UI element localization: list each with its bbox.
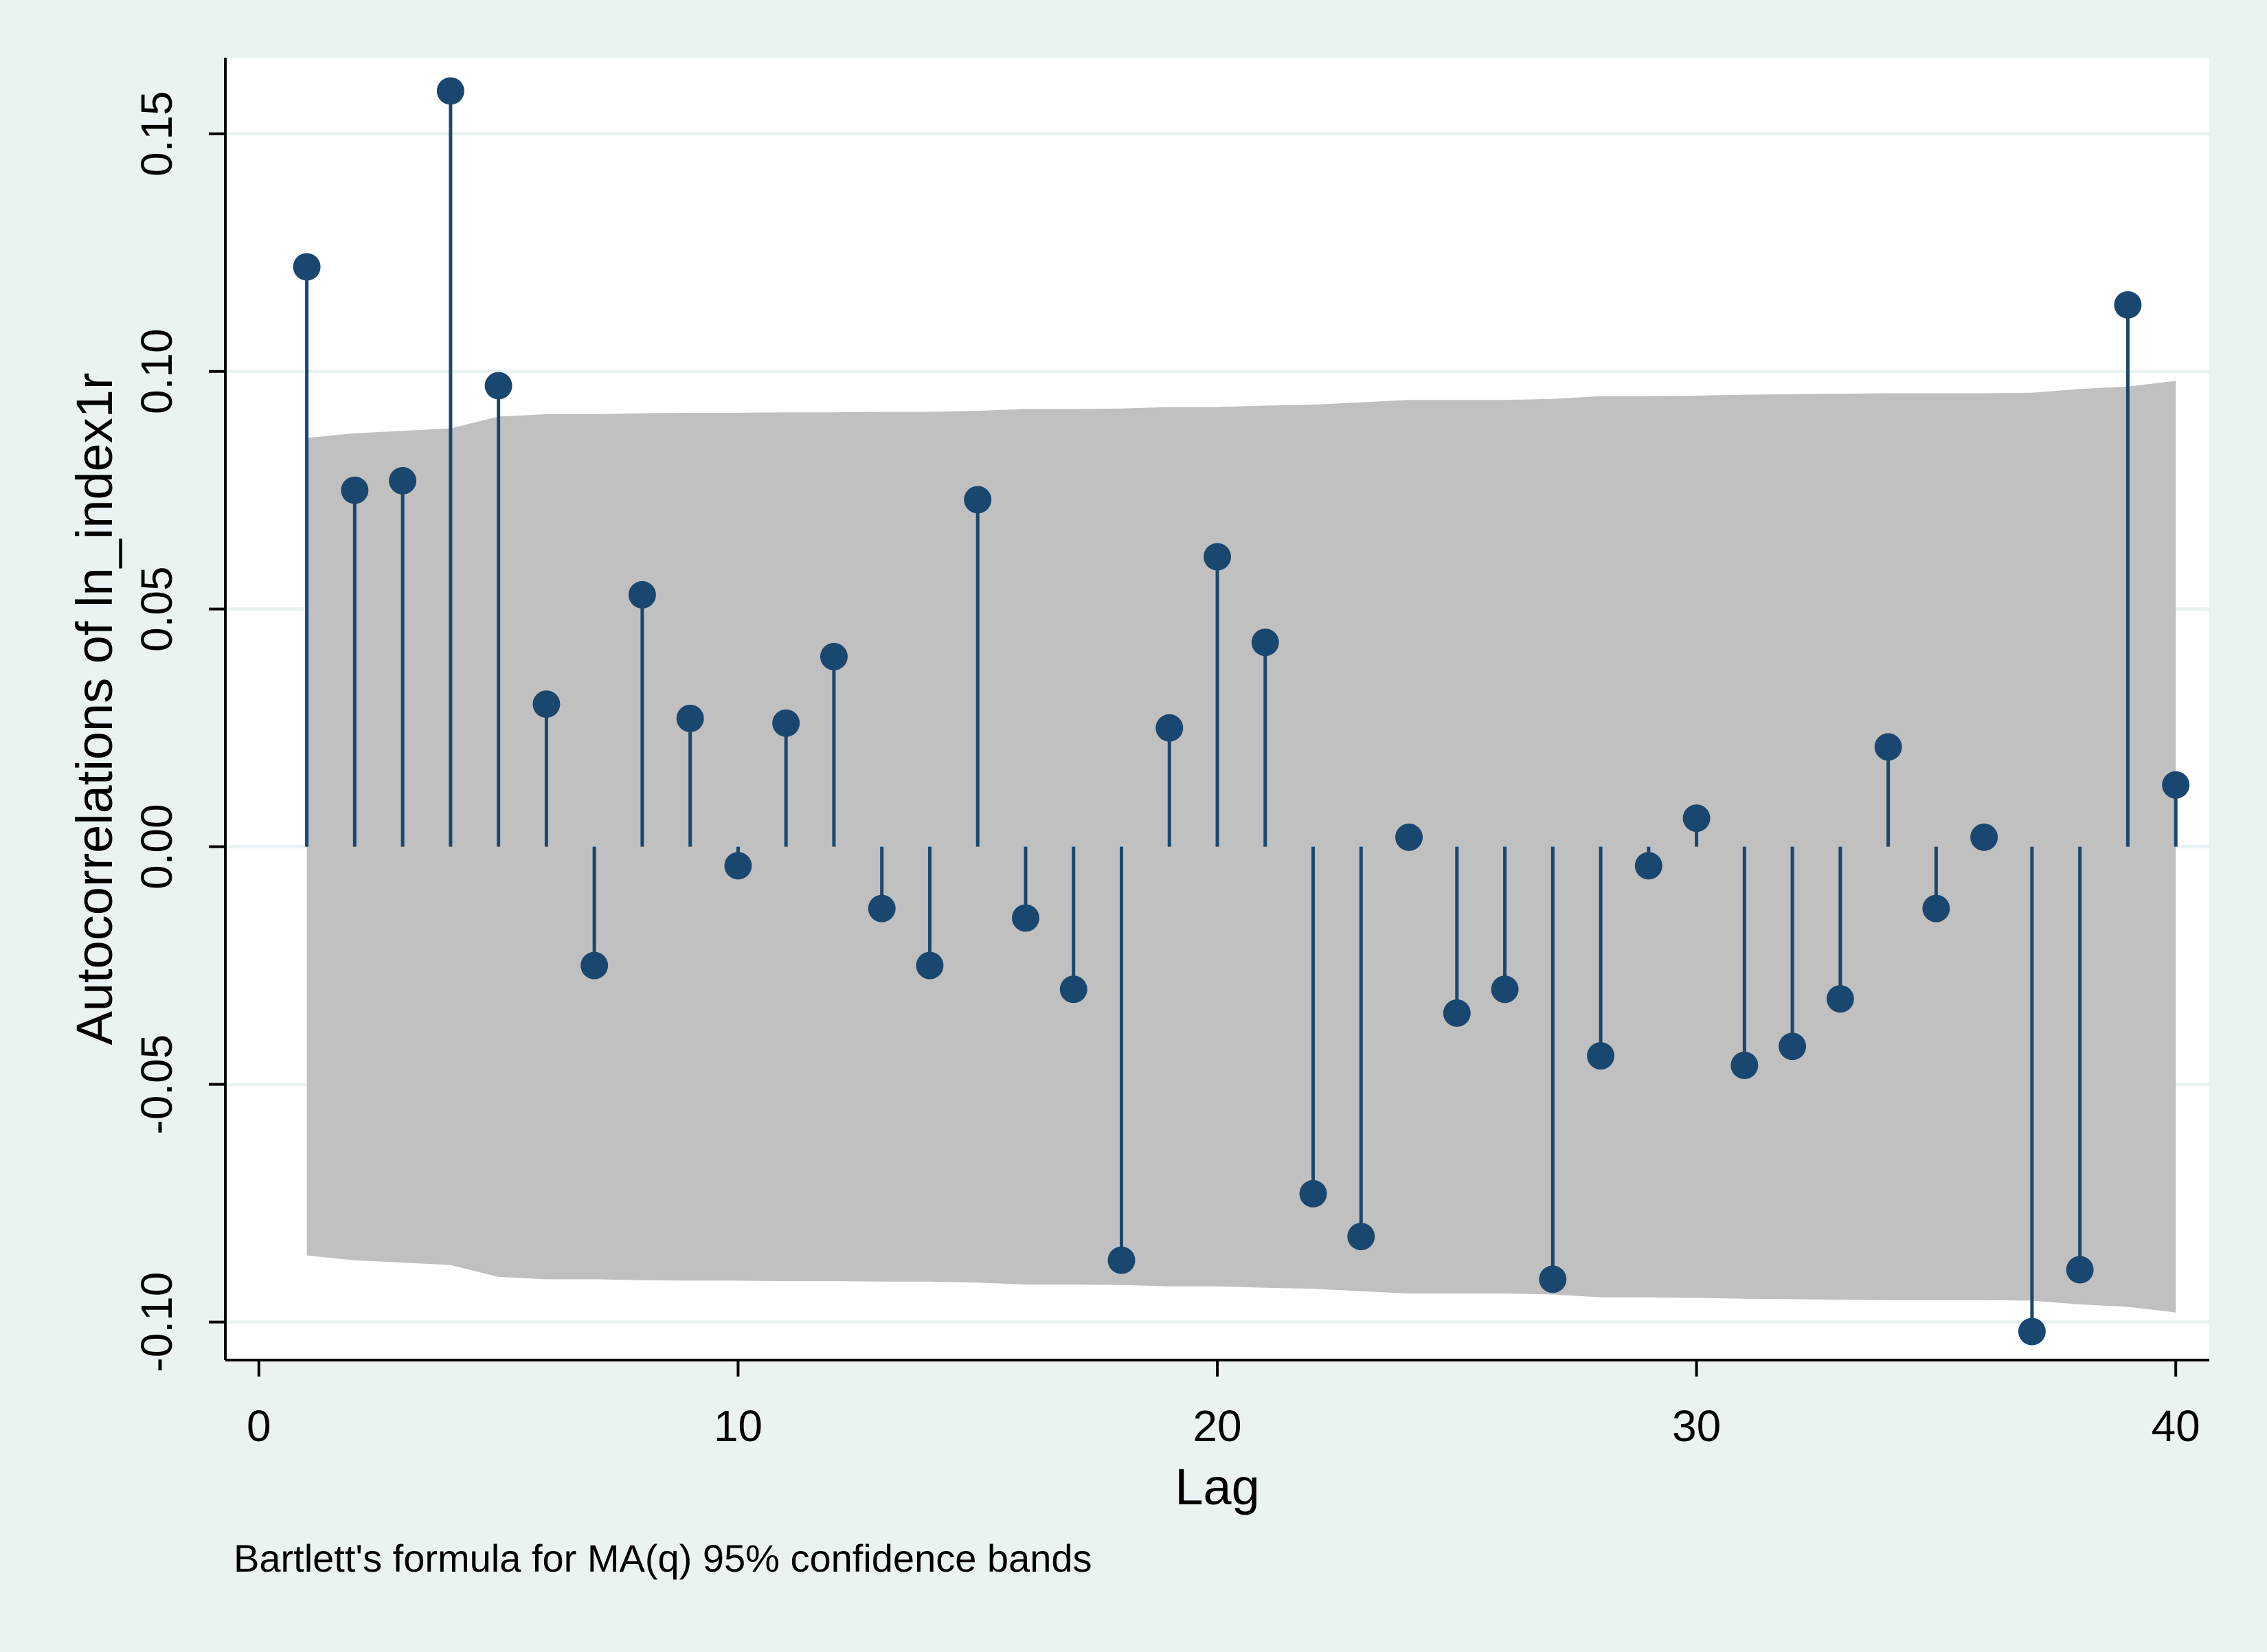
stem-point: [1299, 1179, 1327, 1208]
stem-point: [1204, 543, 1231, 571]
x-tick-label: 40: [2152, 1401, 2200, 1451]
stem-point: [293, 253, 321, 281]
y-ticks: -0.10 -0.05 0.00 0.05 0.10 0.15: [132, 91, 225, 1372]
stem-point: [628, 580, 656, 609]
x-axis-label: Lag: [1175, 1458, 1259, 1515]
x-tick-label: 0: [247, 1401, 271, 1451]
x-ticks: 0 10 20 30 40: [247, 1360, 2200, 1451]
stem-point: [1779, 1032, 1807, 1061]
x-tick-label: 30: [1672, 1401, 1721, 1451]
stem-point: [1826, 985, 1854, 1013]
stem-point: [1970, 823, 1998, 851]
stem-point: [1539, 1265, 1567, 1293]
stem-point: [436, 77, 464, 105]
stem-point: [1634, 852, 1662, 880]
x-tick-label: 10: [714, 1401, 763, 1451]
y-tick-label: -0.10: [132, 1272, 181, 1372]
stem-point: [1443, 999, 1471, 1027]
stem-point: [868, 894, 896, 923]
stem-point: [676, 704, 704, 732]
stem-point: [1922, 894, 1950, 923]
stem-point: [1682, 804, 1711, 833]
y-tick-label: 0.05: [132, 566, 181, 652]
stem-point: [2066, 1256, 2094, 1284]
stem-point: [532, 690, 561, 718]
y-tick-label: 0.00: [132, 804, 181, 890]
stem-point: [484, 372, 512, 400]
stem-point: [1011, 904, 1039, 932]
stem-point: [389, 466, 417, 495]
confidence-band: [306, 381, 2176, 1313]
stem-point: [1251, 629, 1279, 657]
stem-point: [1730, 1051, 1759, 1079]
chart-note: Bartlett's formula for MA(q) 95% confide…: [234, 1537, 1092, 1580]
stem-point: [2162, 771, 2190, 799]
y-tick-label: 0.15: [132, 91, 181, 177]
y-tick-label: -0.05: [132, 1034, 181, 1135]
stem-point: [1587, 1042, 1615, 1070]
stem-point: [341, 476, 369, 504]
stem-point: [1395, 823, 1423, 851]
stem-point: [772, 709, 800, 737]
stem-point: [1347, 1223, 1375, 1251]
stem-point: [2018, 1317, 2046, 1346]
stem-point: [916, 951, 944, 980]
stem-point: [1874, 733, 1902, 761]
stem-point: [1155, 714, 1184, 742]
stem-point: [2114, 291, 2142, 319]
stem-point: [1491, 975, 1519, 1004]
y-tick-label: 0.10: [132, 328, 181, 414]
stem-point: [724, 852, 752, 880]
stem-series: [293, 77, 2190, 1346]
y-axis-label: Autocorrelations of ln_index1r: [66, 372, 123, 1045]
x-tick-label: 20: [1193, 1401, 1241, 1451]
stem-point: [1059, 975, 1087, 1004]
stem-point: [1107, 1246, 1136, 1274]
stem-point: [580, 951, 609, 980]
stem-point: [964, 486, 992, 514]
stem-point: [820, 642, 848, 670]
